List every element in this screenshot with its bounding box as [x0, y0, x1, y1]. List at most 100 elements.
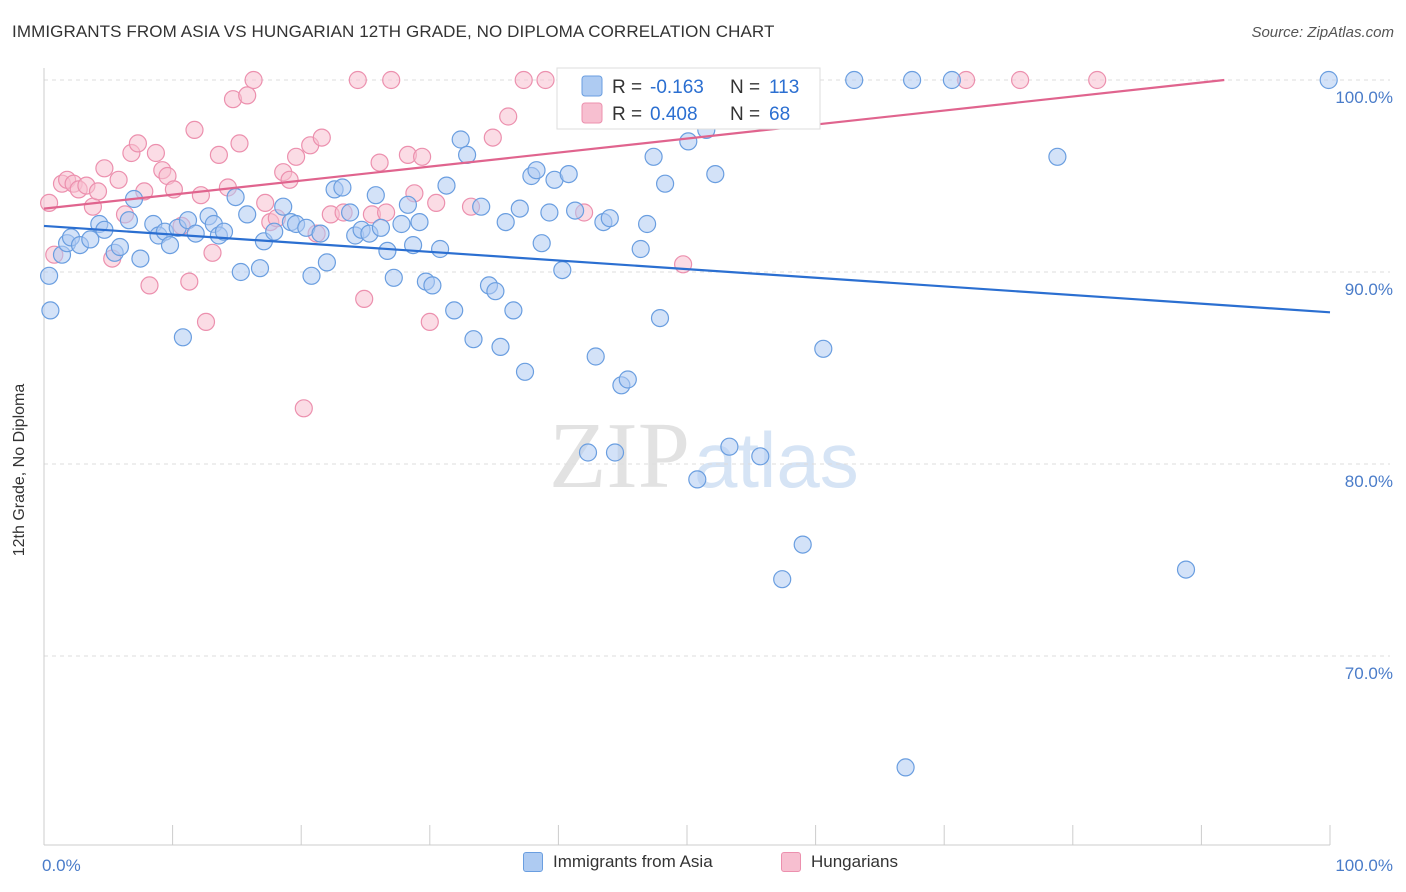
- trend-lines: [43, 78, 1331, 314]
- asia-point: [504, 301, 523, 320]
- asia-point: [706, 165, 725, 184]
- hungarians-point: [196, 312, 216, 331]
- asia-point: [486, 282, 505, 301]
- asia-point: [578, 443, 598, 462]
- hungarians-point: [109, 170, 128, 189]
- hungarians-point: [128, 134, 147, 153]
- legend-n-value-hungarians: 68: [769, 104, 790, 125]
- asia-point: [491, 337, 510, 356]
- asia-point: [226, 188, 245, 207]
- hungarians-point: [238, 86, 257, 105]
- hungarians-point: [146, 143, 165, 163]
- asia-point: [398, 195, 417, 214]
- hungarians-point: [420, 312, 439, 331]
- asia-point: [423, 276, 442, 295]
- y-tick-label: 100.0%: [1335, 88, 1393, 107]
- asia-point: [451, 130, 470, 149]
- hungarians-point: [1088, 70, 1107, 90]
- asia-point: [773, 570, 792, 589]
- legend-n-value-asia: 113: [769, 77, 799, 98]
- asia-point: [515, 362, 535, 381]
- asia-point: [378, 241, 397, 260]
- asia-point: [472, 197, 491, 216]
- asia-point: [131, 249, 150, 268]
- asia-point: [265, 222, 284, 241]
- hungarians-point: [256, 193, 275, 212]
- x-tick-labels: 0.0% 100.0%: [42, 856, 1393, 875]
- asia-point: [605, 443, 625, 462]
- hungarians-point: [427, 193, 446, 212]
- asia-point: [238, 205, 257, 224]
- watermark: ZIP atlas: [549, 404, 859, 508]
- hungarians-point: [294, 399, 313, 418]
- hungarians-point: [209, 145, 228, 164]
- asia-point: [600, 209, 619, 228]
- hungarians-points: [39, 70, 1107, 418]
- asia-point: [437, 176, 456, 195]
- hungarians-point: [370, 153, 389, 172]
- hungarians-point: [483, 128, 502, 147]
- hungarians-point: [499, 107, 518, 126]
- legend-stats-swatch-asia: [581, 75, 603, 97]
- legend-item-asia: Immigrants from Asia: [523, 852, 713, 872]
- asia-point: [553, 261, 572, 280]
- asia-point: [311, 224, 330, 243]
- asia-point: [942, 70, 962, 90]
- asia-point: [81, 230, 100, 249]
- source-credit: Source: ZipAtlas.com: [1251, 24, 1394, 41]
- asia-point: [618, 370, 637, 389]
- asia-point: [751, 447, 770, 466]
- legend-label-asia: Immigrants from Asia: [553, 852, 713, 871]
- legend-swatch-hungarians: [781, 852, 801, 872]
- hungarians-point: [191, 186, 210, 205]
- hungarians-point: [382, 70, 401, 90]
- watermark-atlas: atlas: [694, 416, 859, 504]
- asia-point: [366, 186, 385, 205]
- hungarians-point: [348, 70, 367, 90]
- legend-item-hungarians: Hungarians: [781, 852, 898, 872]
- asia-point: [720, 437, 739, 456]
- hungarians-point: [88, 182, 108, 201]
- asia-point: [655, 174, 675, 193]
- asia-point: [186, 224, 205, 243]
- asia-point: [317, 253, 336, 272]
- hungarians-point: [83, 197, 103, 216]
- legend-n-label: N =: [730, 104, 760, 125]
- asia-point: [333, 178, 352, 197]
- x-tick-label-min: 0.0%: [42, 856, 81, 875]
- legend-stats: R = -0.163 N = 113 R = 0.408 N = 68: [556, 67, 821, 130]
- asia-point: [110, 237, 130, 257]
- asia-point: [679, 132, 698, 151]
- asia-point: [41, 301, 60, 320]
- asia-point: [1048, 147, 1067, 166]
- asia-point: [559, 165, 578, 184]
- asia-point: [637, 214, 657, 234]
- asia-point: [540, 203, 559, 222]
- hungarians-point: [514, 70, 533, 90]
- legend-r-label: R =: [612, 77, 642, 98]
- asia-point: [160, 236, 180, 255]
- x-tick-label-max: 100.0%: [1335, 856, 1393, 875]
- asia-trend-line: [43, 224, 1331, 314]
- hungarians-point: [312, 128, 331, 147]
- asia-point: [302, 266, 321, 285]
- hungarians-point: [185, 120, 204, 139]
- asia-point: [565, 201, 585, 220]
- asia-point: [384, 268, 403, 287]
- asia-point: [586, 347, 605, 366]
- legend-n-label: N =: [730, 77, 760, 98]
- y-tick-label: 80.0%: [1345, 472, 1393, 491]
- hungarians-point: [287, 147, 306, 166]
- asia-point: [644, 147, 663, 166]
- asia-point: [274, 197, 293, 216]
- hungarians-point: [203, 243, 222, 262]
- hungarians-trend-line: [43, 78, 1225, 210]
- asia-point: [371, 218, 390, 237]
- y-tick-label: 90.0%: [1345, 280, 1393, 299]
- hungarians-point: [230, 134, 249, 153]
- asia-point: [214, 222, 234, 241]
- asia-point: [631, 239, 650, 259]
- asia-point: [532, 234, 551, 253]
- asia-point: [431, 239, 450, 259]
- hungarians-point: [536, 70, 555, 90]
